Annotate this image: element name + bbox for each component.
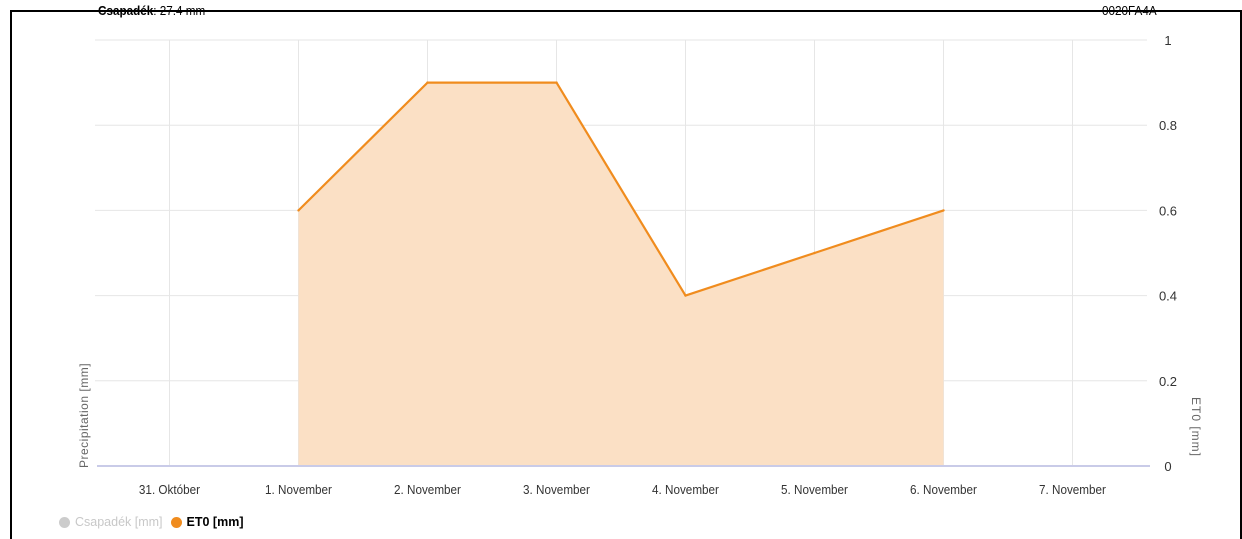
series-area — [297, 81, 945, 466]
x-tick-label: 1. November — [265, 482, 332, 497]
device-id: 0020FA4A — [1102, 3, 1157, 18]
et0-area-fill — [298, 82, 944, 466]
legend-label-precip: Csapadék [mm] — [75, 515, 163, 529]
y-tick-label: 0.6 — [1159, 203, 1177, 218]
legend: Csapadék [mm] ET0 [mm] — [59, 515, 251, 529]
precip-total-label: Csapadék — [98, 3, 154, 18]
y-axis-title-right: ET0 [mm] — [1189, 397, 1203, 457]
y-tick-label: 0.8 — [1159, 118, 1177, 133]
x-tick-label: 3. November — [523, 482, 590, 497]
et0-point — [684, 294, 687, 297]
x-axis-labels: 31. Október 1. November 2. November 3. Nove… — [139, 482, 1106, 497]
y-tick-label: 0 — [1164, 459, 1171, 474]
x-tick-label: 7. November — [1039, 482, 1106, 497]
y-axis-labels: 0 0.2 0.4 0.6 0.8 1 — [1159, 33, 1177, 474]
legend-marker-et0 — [170, 516, 182, 528]
legend-item-et0[interactable]: ET0 [mm] — [170, 515, 244, 529]
y-tick-label: 1 — [1164, 33, 1171, 48]
y-tick-label: 0.2 — [1159, 374, 1177, 389]
x-tick-label: 2. November — [394, 482, 461, 497]
chart-frame — [10, 10, 1242, 539]
et0-point — [813, 251, 816, 255]
et0-line — [297, 81, 944, 297]
legend-label-et0: ET0 [mm] — [186, 515, 244, 529]
legend-marker-precip — [59, 516, 70, 528]
et0-point — [426, 81, 429, 84]
x-tick-label: 5. November — [781, 482, 848, 497]
et0-point — [555, 81, 558, 84]
x-tick-label: 31. Október — [139, 482, 200, 497]
precip-total: Csapadék: 27.4 mm — [98, 3, 205, 18]
y-axis-title-left: Precipitation [mm] — [77, 363, 91, 468]
et0-point — [297, 209, 300, 212]
legend-item-precip[interactable]: Csapadék [mm] — [59, 515, 163, 529]
et0-point — [942, 209, 945, 212]
x-tick-label: 4. November — [652, 482, 719, 497]
precip-total-value: : 27.4 mm — [153, 3, 206, 18]
x-tick-label: 6. November — [910, 482, 977, 497]
y-tick-label: 0.4 — [1159, 289, 1177, 304]
